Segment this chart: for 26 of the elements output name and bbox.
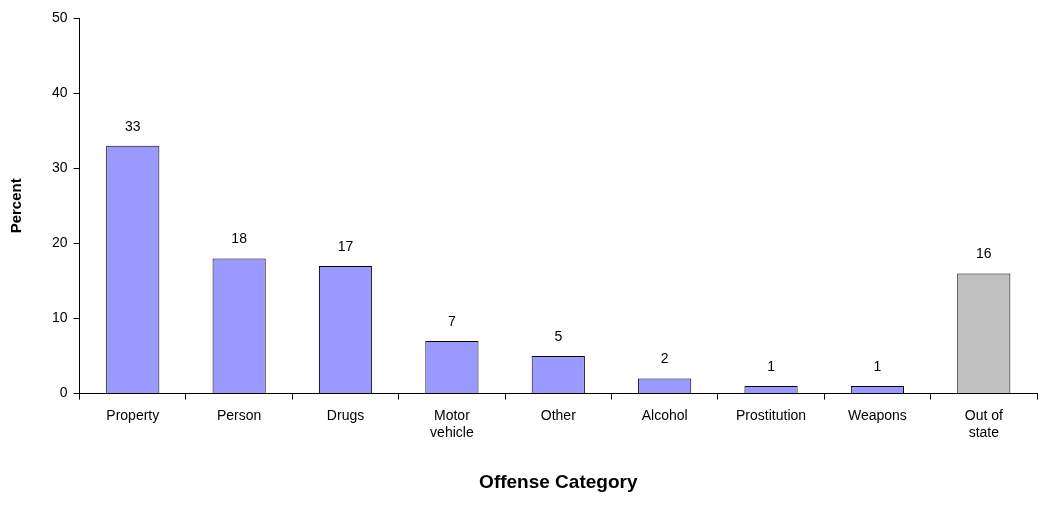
x-tick-label: Out of state	[964, 406, 1003, 440]
y-tick-label: 20	[51, 234, 68, 251]
x-tick-label: Prostitution	[736, 406, 807, 423]
data-label: 18	[231, 230, 248, 247]
y-tick-label: 50	[51, 8, 68, 25]
data-label: 17	[337, 237, 354, 254]
y-tick-label: 40	[51, 83, 68, 100]
y-axis-title: Percent	[7, 178, 25, 234]
x-tick-label: Motor vehicle	[430, 406, 474, 440]
x-axis-title: Offense Category	[479, 470, 638, 492]
x-tick-label: Drugs	[326, 406, 365, 423]
y-tick-label: 10	[51, 309, 68, 326]
x-tick-label: Weapons	[847, 406, 907, 423]
data-label: 1	[767, 357, 776, 374]
data-label: 5	[554, 327, 563, 344]
data-label: 1	[873, 357, 882, 374]
y-tick-label: 30	[51, 159, 68, 176]
x-tick-label: Property	[106, 406, 160, 423]
y-tick-label: 0	[59, 384, 68, 401]
x-tick-label: Person	[216, 406, 262, 423]
data-label: 16	[976, 245, 992, 262]
data-label: 2	[660, 350, 669, 367]
x-tick-label: Other	[540, 406, 577, 423]
x-tick-label: Alcohol	[641, 406, 688, 423]
data-label: 33	[124, 117, 141, 134]
data-label: 7	[448, 312, 457, 329]
